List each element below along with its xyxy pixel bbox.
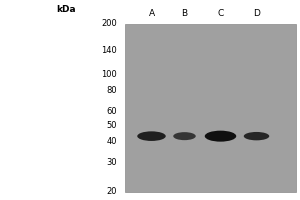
Text: 20: 20 [106, 188, 117, 196]
Ellipse shape [244, 132, 269, 140]
Text: kDa: kDa [56, 4, 76, 14]
FancyBboxPatch shape [124, 24, 296, 192]
Text: A: A [148, 9, 154, 18]
Text: C: C [218, 9, 224, 18]
Text: 140: 140 [101, 46, 117, 55]
Ellipse shape [205, 131, 236, 142]
Text: 100: 100 [101, 70, 117, 79]
Text: 80: 80 [106, 86, 117, 95]
Text: D: D [253, 9, 260, 18]
Text: 200: 200 [101, 20, 117, 28]
Ellipse shape [137, 131, 166, 141]
Text: B: B [182, 9, 188, 18]
Text: 30: 30 [106, 158, 117, 167]
Text: 60: 60 [106, 107, 117, 116]
Ellipse shape [173, 132, 196, 140]
Text: 50: 50 [106, 121, 117, 130]
Text: 40: 40 [106, 137, 117, 146]
